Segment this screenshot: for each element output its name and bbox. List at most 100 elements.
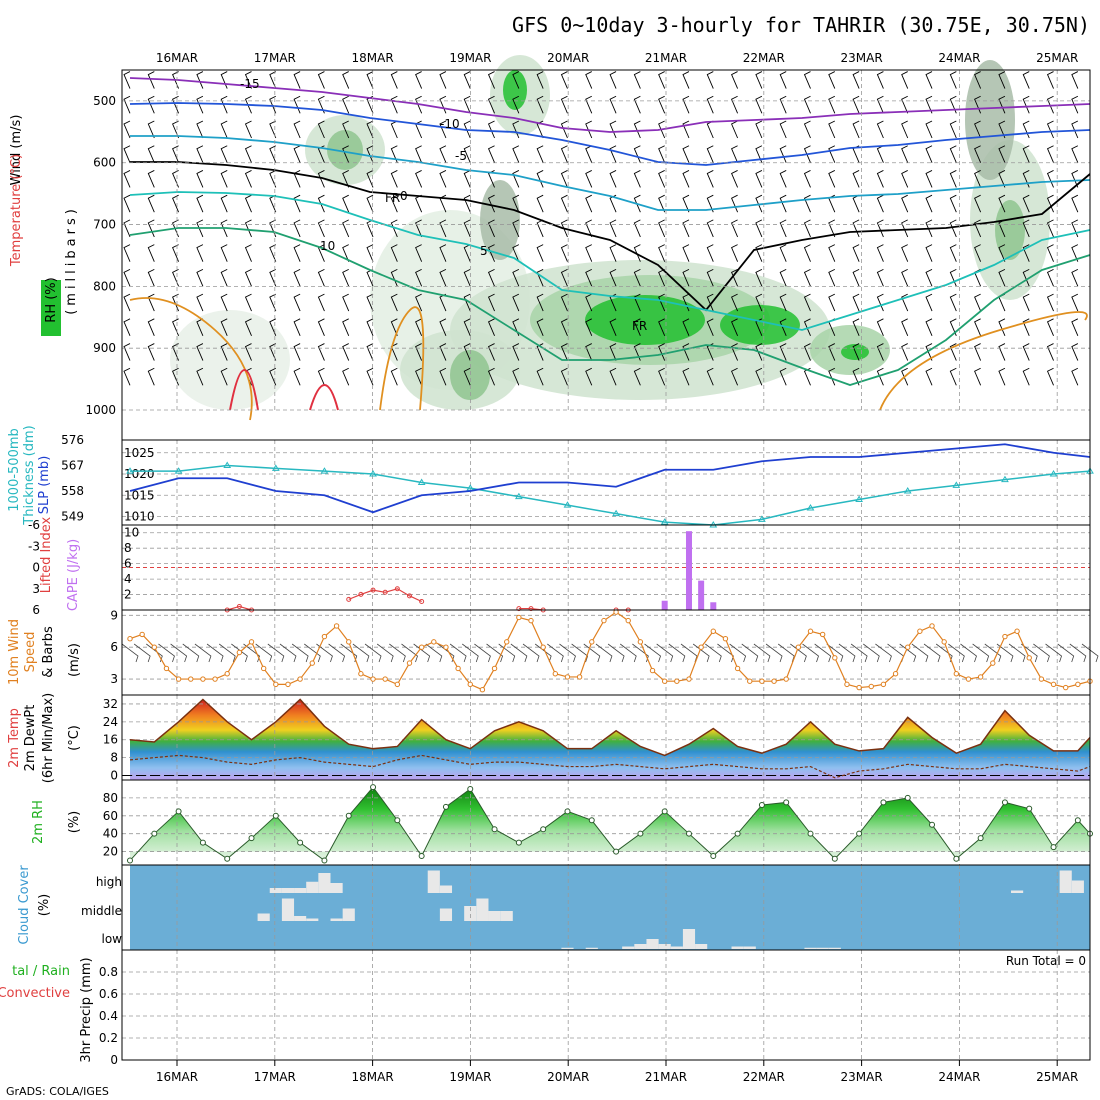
wind-grid: 3 6 9 <box>110 608 1090 695</box>
upper-wind-barb <box>682 194 690 213</box>
upper-wind-barb <box>949 145 957 163</box>
wind10m-barb <box>826 643 844 663</box>
temp-tick-label: 24 <box>103 715 118 729</box>
upper-wind-barb <box>998 268 1006 287</box>
wind10m-marker <box>686 676 692 682</box>
upper-wind-barb <box>779 194 787 213</box>
upper-pressure-label: (millibars) <box>64 205 79 315</box>
upper-wind-barb <box>925 367 933 386</box>
upper-wind-barb <box>463 219 471 238</box>
cloud-bar-high <box>439 885 453 893</box>
upper-wind-barb <box>196 145 204 163</box>
upper-wind-barb <box>439 244 447 262</box>
upper-wind-barb <box>803 71 811 89</box>
upper-rh-label: RH (%) <box>44 277 59 322</box>
upper-temp-label: Temperature (°C) <box>9 154 24 267</box>
cape-bar <box>685 531 692 610</box>
upper-wind-barb <box>731 71 739 89</box>
cape-label: CAPE (J/kg) <box>66 539 81 611</box>
date-label-top: 23MAR <box>841 51 883 65</box>
upper-air-panel: -15 -10 -5 0 5 10 FR FR 500 600 700 800 900 1000 Win… <box>9 55 1091 441</box>
rh2m-marker <box>199 839 206 846</box>
cloud-bar-middle <box>257 913 270 921</box>
upper-wind-barb <box>244 268 252 287</box>
upper-wind-barb <box>512 293 520 312</box>
date-label-bottom: 24MAR <box>938 1070 980 1084</box>
upper-wind-barb <box>293 71 301 89</box>
wind10m-barb <box>133 643 151 663</box>
wind10m-barb <box>741 643 759 663</box>
slp-tick-label: 1025 <box>124 446 155 460</box>
wind10m-marker <box>321 633 328 640</box>
rh2m-marker <box>977 835 984 842</box>
precip-tick-label: 0.6 <box>99 987 118 1001</box>
upper-wind-barb <box>487 219 495 238</box>
upper-wind-barb <box>1046 145 1054 163</box>
upper-wind-barb <box>828 145 836 163</box>
upper-wind-barb <box>560 293 568 312</box>
upper-wind-barb <box>803 318 811 336</box>
wind10m-barb <box>206 643 224 663</box>
upper-wind-barb <box>585 71 593 89</box>
upper-wind-barb <box>172 145 180 163</box>
wind-tick-label: 9 <box>110 608 118 622</box>
upper-wind-barb <box>731 120 739 139</box>
date-label-top: 18MAR <box>352 51 394 65</box>
rh-shade-blob <box>965 60 1015 180</box>
wind10m-marker <box>807 628 814 634</box>
wind10m-barb <box>449 643 467 663</box>
warm-contour-line <box>129 297 253 421</box>
thickness-marker <box>369 470 377 477</box>
upper-wind-barb <box>609 268 617 287</box>
wind10m-barb <box>316 643 333 663</box>
wind10m-barb <box>717 643 734 663</box>
wind10m-barb <box>267 643 285 663</box>
precip-tick-label: 0.8 <box>99 965 118 979</box>
upper-wind-barb <box>317 343 325 361</box>
upper-wind-barb <box>390 244 398 262</box>
thickness-marker <box>563 501 572 508</box>
upper-wind-barb <box>925 170 933 188</box>
wind10m-marker <box>1038 676 1045 682</box>
upper-wind-barb <box>609 343 617 361</box>
upper-wind-barb <box>755 219 763 238</box>
slp-label: SLP (mb) <box>37 456 52 515</box>
wind10m-barb <box>425 643 443 663</box>
wind10m-barb <box>923 643 941 663</box>
temp-label-b: 2m DewPt <box>23 705 38 772</box>
date-label-top: 16MAR <box>156 51 198 65</box>
rh2m-marker <box>370 784 377 791</box>
dewpoint-line <box>129 754 1091 779</box>
cloud-bar-middle <box>500 911 513 921</box>
wind10m-barb <box>1069 643 1087 663</box>
thickness-marker <box>660 518 669 525</box>
upper-wind-barb <box>317 293 325 312</box>
upper-wind-barb <box>658 95 666 114</box>
bottom-date-axis: 16MAR 17MAR 18MAR 19MAR 20MAR 21MAR 22MAR 23MAR… <box>156 1060 1078 1084</box>
upper-wind-barb <box>731 219 739 238</box>
temp-contour-label: -10 <box>440 117 460 131</box>
upper-wind-barb <box>828 343 836 361</box>
li-tick-label: -3 <box>28 539 40 553</box>
upper-wind-barb <box>779 145 787 163</box>
upper-wind-barb <box>317 145 325 163</box>
upper-wind-barb <box>244 244 252 262</box>
upper-wind-barb <box>147 95 155 114</box>
upper-wind-barb <box>974 219 982 238</box>
wind10m-marker <box>552 671 559 677</box>
upper-wind-barb <box>1071 293 1079 312</box>
precip-frame <box>121 949 1091 1061</box>
upper-wind-barb <box>974 145 982 163</box>
upper-wind-barb <box>342 71 350 89</box>
wind10m-barb <box>656 643 674 663</box>
rh2m-marker <box>807 830 814 837</box>
upper-wind-barb <box>317 120 325 139</box>
upper-wind-barb <box>366 293 374 312</box>
upper-wind-barb <box>731 343 739 361</box>
precip-grid: 0 0.2 0.4 0.6 0.8 <box>99 950 1090 1067</box>
rh-shade-blob <box>327 130 363 170</box>
upper-wind-barb <box>512 145 520 163</box>
rh-frame <box>121 779 1091 866</box>
